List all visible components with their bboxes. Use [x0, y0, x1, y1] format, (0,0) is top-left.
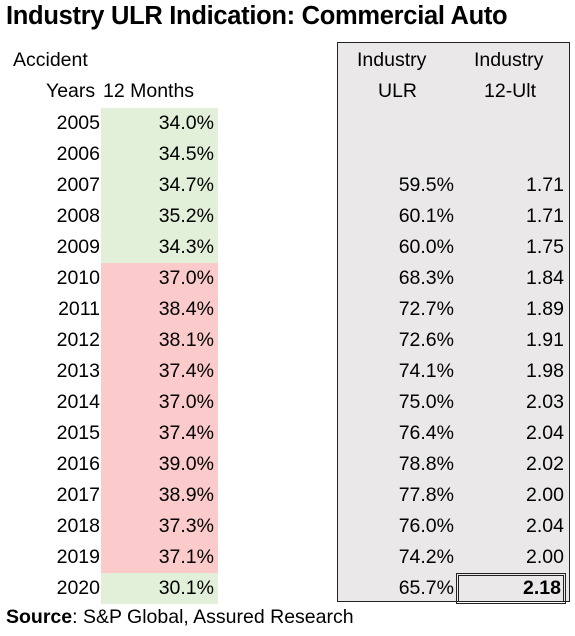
accident-year-cell: 2018 [56, 515, 100, 537]
table-row: 2019 37.1% 74.2% 2.00 [0, 542, 575, 573]
twelve-month-cell: 37.3% [101, 511, 218, 542]
twelve-month-cell: 30.1% [101, 573, 218, 604]
accident-year-cell: 2011 [58, 298, 100, 320]
industry-ult-cell: 1.75 [526, 236, 564, 258]
table-row: 2008 35.2% 60.1% 1.71 [0, 201, 575, 232]
twelve-month-cell: 37.4% [101, 356, 218, 387]
twelve-month-cell: 34.3% [101, 232, 218, 263]
twelve-month-cell: 39.0% [101, 449, 218, 480]
header-accident: Accident [13, 49, 88, 71]
table-row: 2009 34.3% 60.0% 1.75 [0, 232, 575, 263]
table-row: 2018 37.3% 76.0% 2.04 [0, 511, 575, 542]
industry-ult-cell: 1.84 [526, 267, 564, 289]
header-industry-ulr-top: Industry [357, 49, 427, 71]
table-row: 2012 38.1% 72.6% 1.91 [0, 325, 575, 356]
accident-year-cell: 2015 [56, 422, 100, 444]
table-row: 2005 34.0% [0, 108, 575, 139]
accident-year-cell: 2005 [56, 112, 100, 134]
industry-ulr-cell: 65.7% [398, 577, 454, 599]
industry-ulr-cell: 72.6% [398, 329, 454, 351]
header-industry-ult-top: Industry [474, 49, 544, 71]
accident-year-cell: 2012 [56, 329, 100, 351]
table-row: 2006 34.5% [0, 139, 575, 170]
industry-ulr-cell: 77.8% [398, 484, 454, 506]
accident-year-cell: 2007 [56, 174, 100, 196]
table-row: 2011 38.4% 72.7% 1.89 [0, 294, 575, 325]
industry-ulr-cell: 72.7% [398, 298, 454, 320]
table-row: 2015 37.4% 76.4% 2.04 [0, 418, 575, 449]
industry-ulr-cell: 60.0% [398, 236, 454, 258]
industry-ult-cell: 2.04 [526, 515, 564, 537]
accident-year-cell: 2008 [56, 205, 100, 227]
industry-ulr-cell: 78.8% [398, 453, 454, 475]
twelve-month-cell: 35.2% [101, 201, 218, 232]
twelve-month-cell: 38.9% [101, 480, 218, 511]
table-row: 2010 37.0% 68.3% 1.84 [0, 263, 575, 294]
industry-ult-cell: 2.18 [456, 573, 566, 604]
accident-year-cell: 2019 [56, 546, 100, 568]
industry-panel [337, 42, 570, 602]
industry-ulr-cell: 76.4% [398, 422, 454, 444]
header-industry-ulr-bottom: ULR [378, 80, 418, 102]
industry-ulr-cell: 68.3% [398, 267, 454, 289]
table-row: 2016 39.0% 78.8% 2.02 [0, 449, 575, 480]
table-row: 2007 34.7% 59.5% 1.71 [0, 170, 575, 201]
industry-ult-cell: 2.04 [526, 422, 564, 444]
accident-year-cell: 2014 [56, 391, 100, 413]
industry-ult-cell: 1.71 [526, 174, 564, 196]
twelve-month-cell: 34.5% [101, 139, 218, 170]
industry-ult-cell: 1.71 [526, 205, 564, 227]
table-row: 2014 37.0% 75.0% 2.03 [0, 387, 575, 418]
table-title: Industry ULR Indication: Commercial Auto [6, 2, 508, 30]
header-years: Years [46, 80, 96, 102]
accident-year-cell: 2020 [56, 577, 100, 599]
twelve-month-cell: 34.7% [101, 170, 218, 201]
source-label: Source [6, 606, 73, 628]
twelve-month-cell: 37.4% [101, 418, 218, 449]
industry-ulr-cell: 75.0% [398, 391, 454, 413]
twelve-month-cell: 37.0% [101, 263, 218, 294]
industry-ult-cell: 2.00 [526, 484, 564, 506]
twelve-month-cell: 37.1% [101, 542, 218, 573]
accident-year-cell: 2006 [56, 143, 100, 165]
industry-ult-cell: 2.00 [526, 546, 564, 568]
industry-ult-cell: 2.03 [526, 391, 564, 413]
header-12-months: 12 Months [103, 80, 195, 102]
twelve-month-cell: 34.0% [101, 108, 218, 139]
industry-ulr-cell: 60.1% [398, 205, 454, 227]
accident-year-cell: 2013 [56, 360, 100, 382]
industry-ult-cell: 1.98 [526, 360, 564, 382]
industry-ulr-cell: 74.1% [398, 360, 454, 382]
table-row: 2013 37.4% 74.1% 1.98 [0, 356, 575, 387]
accident-year-cell: 2010 [56, 267, 100, 289]
source-note: Source: S&P Global, Assured Research [6, 606, 354, 629]
header-industry-ult-bottom: 12-Ult [484, 80, 537, 102]
table-row: 2017 38.9% 77.8% 2.00 [0, 480, 575, 511]
table-row: 2020 30.1% 65.7% 2.18 [0, 573, 575, 604]
source-text: : S&P Global, Assured Research [72, 606, 354, 628]
industry-ulr-cell: 76.0% [398, 515, 454, 537]
twelve-month-cell: 38.4% [101, 294, 218, 325]
accident-year-cell: 2016 [56, 453, 100, 475]
industry-ult-cell: 1.91 [526, 329, 564, 351]
industry-ulr-cell: 74.2% [398, 546, 454, 568]
accident-year-cell: 2009 [56, 236, 100, 258]
twelve-month-cell: 37.0% [101, 387, 218, 418]
industry-ult-cell: 1.89 [526, 298, 564, 320]
industry-ulr-cell: 59.5% [398, 174, 454, 196]
twelve-month-cell: 38.1% [101, 325, 218, 356]
industry-ult-cell: 2.02 [526, 453, 564, 475]
accident-year-cell: 2017 [56, 484, 100, 506]
